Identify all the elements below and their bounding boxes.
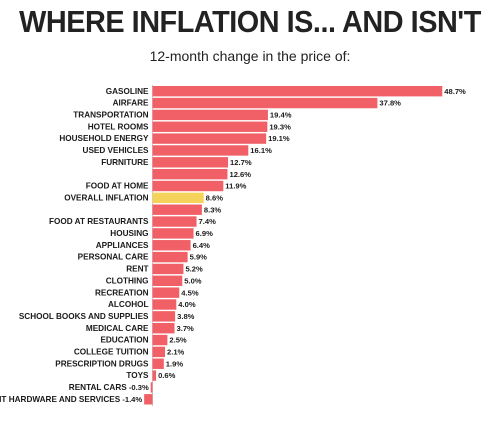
- bar-12: [152, 228, 194, 239]
- category-label-8: FOOD AT HOME: [86, 182, 149, 191]
- bar-1: [152, 97, 378, 109]
- value-label-3: 19.3%: [269, 122, 291, 131]
- category-label-16: CLOTHING: [106, 276, 149, 285]
- category-label-17: RECREATION: [95, 288, 149, 297]
- value-label-10: 8.3%: [204, 205, 222, 214]
- value-label-5: 16.1%: [250, 146, 272, 155]
- bar-20: [152, 323, 175, 334]
- bar-8: [152, 180, 224, 192]
- value-label-22: 2.1%: [167, 348, 185, 357]
- bar-18: [152, 299, 177, 310]
- bar-0: [152, 86, 443, 97]
- category-label-11: FOOD AT RESTAURANTS: [49, 217, 149, 226]
- bar-3: [152, 121, 268, 132]
- category-label-3: HOTEL ROOMS: [88, 122, 149, 131]
- value-label-23: 1.9%: [166, 359, 184, 368]
- category-label-12: HOUSING: [110, 229, 148, 238]
- bar-16: [152, 275, 183, 286]
- value-label-9: 8.6%: [206, 193, 224, 202]
- bar-14: [152, 251, 188, 263]
- chart-title: WHERE INFLATION IS... AND ISN'T: [19, 4, 481, 39]
- bar-7: [152, 168, 228, 180]
- bar-5: [152, 145, 249, 156]
- category-label-6: FURNITURE: [101, 158, 149, 167]
- category-label-21: EDUCATION: [100, 336, 148, 345]
- category-label-25: RENTAL CARS: [69, 383, 127, 392]
- category-label-24: TOYS: [126, 371, 149, 380]
- value-label-4: 19.1%: [268, 134, 290, 143]
- bar-13: [152, 240, 191, 251]
- bar-24: [152, 370, 157, 381]
- value-label-14: 5.9%: [190, 253, 208, 262]
- value-label-17: 4.5%: [181, 288, 199, 297]
- bar-17: [152, 287, 180, 298]
- value-label-21: 2.5%: [169, 336, 187, 345]
- value-label-7: 12.6%: [229, 170, 251, 179]
- value-label-25: -0.3%: [129, 383, 149, 392]
- bar-9: [152, 192, 204, 204]
- category-label-5: USED VEHICLES: [83, 146, 150, 155]
- category-label-18: ALCOHOL: [108, 300, 148, 309]
- category-label-22: COLLEGE TUITION: [74, 348, 149, 357]
- value-label-16: 5.0%: [184, 276, 202, 285]
- bar-23: [152, 358, 164, 369]
- category-label-9: OVERALL INFLATION: [64, 193, 148, 202]
- bar-26: [144, 394, 153, 405]
- bar-15: [152, 263, 184, 275]
- value-label-11: 7.4%: [199, 217, 217, 226]
- value-label-8: 11.9%: [225, 182, 246, 191]
- bar-10: [152, 204, 202, 215]
- bar-4: [152, 133, 267, 144]
- value-label-26: -1.4%: [122, 395, 142, 404]
- value-label-13: 6.4%: [193, 241, 211, 250]
- category-label-1: AIRFARE: [113, 99, 149, 108]
- category-label-14: PERSONAL CARE: [78, 253, 149, 262]
- value-label-12: 6.9%: [196, 229, 214, 238]
- category-label-20: MEDICAL CARE: [86, 324, 149, 333]
- bar-11: [152, 216, 197, 227]
- value-label-15: 5.2%: [185, 265, 203, 274]
- value-label-24: 0.6%: [158, 371, 176, 380]
- category-label-26: IT HARDWARE AND SERVICES: [0, 395, 121, 404]
- bar-21: [152, 334, 168, 346]
- bar-2: [152, 109, 268, 121]
- bar-22: [152, 346, 165, 358]
- value-label-20: 3.7%: [177, 324, 195, 333]
- bar-19: [152, 311, 176, 322]
- value-label-1: 37.8%: [379, 99, 401, 108]
- chart-subtitle: 12-month change in the price of:: [149, 48, 351, 64]
- value-label-19: 3.8%: [177, 312, 195, 321]
- value-label-0: 48.7%: [444, 87, 466, 96]
- category-label-0: GASOLINE: [106, 87, 149, 96]
- bar-6: [152, 157, 229, 168]
- category-label-4: HOUSEHOLD ENERGY: [59, 134, 149, 143]
- category-label-15: RENT: [126, 265, 148, 274]
- value-label-18: 4.0%: [178, 300, 196, 309]
- value-label-6: 12.7%: [230, 158, 252, 167]
- value-label-2: 19.4%: [270, 111, 292, 120]
- category-label-2: TRANSPORTATION: [73, 111, 148, 120]
- category-label-23: PRESCRIPTION DRUGS: [55, 359, 149, 368]
- bar-25: [150, 382, 153, 393]
- category-label-13: APPLIANCES: [96, 241, 149, 250]
- category-label-19: SCHOOL BOOKS AND SUPPLIES: [19, 312, 149, 321]
